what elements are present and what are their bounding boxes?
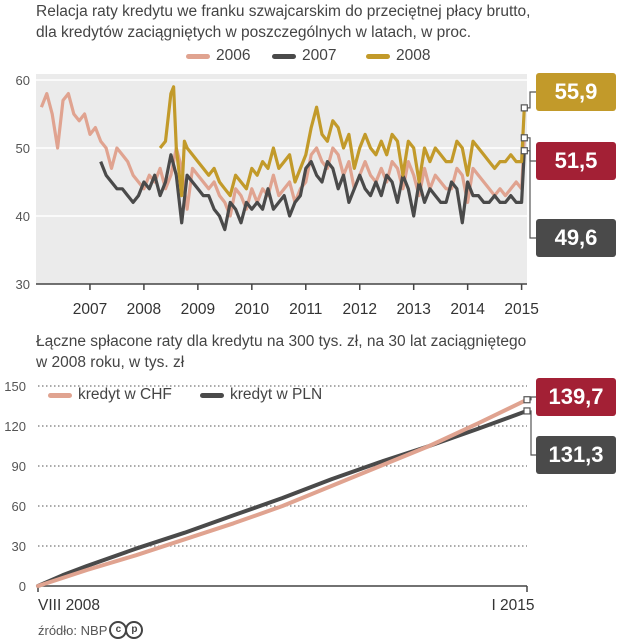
legend-label-2006: 2006 xyxy=(216,47,251,64)
legend-item-2006: 2006 xyxy=(186,47,250,65)
legend-swatch-chf xyxy=(48,392,72,398)
end-label-2007: 49,6 xyxy=(536,219,616,257)
end-label-connector xyxy=(527,410,536,456)
legend-label-chf: kredyt w CHF xyxy=(78,386,172,403)
end-label-2008: 55,9 xyxy=(536,73,616,111)
chart2-title: Łączne spłacone raty dla kredytu na 300 … xyxy=(36,333,527,371)
end-point-marker xyxy=(520,147,528,155)
chart2-xtick-label: VIII 2008 xyxy=(38,597,100,614)
series-line-kredyt-w-PLN xyxy=(36,408,529,588)
end-label-2006: 51,5 xyxy=(536,142,616,180)
legend-item-2007: 2007 xyxy=(272,47,336,65)
end-point-marker xyxy=(520,134,528,142)
chart2-ytick-label: 60 xyxy=(12,499,26,514)
legend-label-pln: kredyt w PLN xyxy=(230,386,323,403)
series-line-2007 xyxy=(99,150,526,232)
chart2-ytick-label: 150 xyxy=(4,379,26,394)
chart1-plot-bg xyxy=(36,74,527,284)
chart1-xtick-label: 2009 xyxy=(181,301,215,318)
end-label-connector xyxy=(527,396,536,401)
legend-item-pln: kredyt w PLN xyxy=(200,386,322,404)
chart1-xtick-label: 2012 xyxy=(342,301,376,318)
chart2-ytick-label: 120 xyxy=(4,419,26,434)
series-line-kredyt-w-CHF xyxy=(36,397,529,588)
license-icon: c p xyxy=(109,621,144,639)
chart2-ytick-label: 30 xyxy=(12,539,26,554)
legend-item-chf: kredyt w CHF xyxy=(48,386,172,404)
end-point-marker xyxy=(520,104,528,112)
legend-swatch-2008 xyxy=(366,53,390,59)
series-line-2008 xyxy=(158,85,526,198)
chart1-ytick-label: 60 xyxy=(16,73,30,88)
end-point-marker xyxy=(523,407,531,415)
chart1-ytick-label: 40 xyxy=(16,209,30,224)
chart2-xtick-label: I 2015 xyxy=(491,597,534,614)
legend-swatch-pln xyxy=(200,392,224,398)
chart2-ytick-label: 90 xyxy=(12,459,26,474)
chart1-xtick-label: 2015 xyxy=(504,301,538,318)
legend-swatch-2007 xyxy=(272,53,296,59)
chart1-xtick-label: 2010 xyxy=(235,301,270,318)
chart1-xtick-label: 2014 xyxy=(450,301,485,318)
legend-label-2008: 2008 xyxy=(396,47,431,64)
source-label: źródło: NBP xyxy=(38,622,108,638)
chart1-title: Relacja raty kredytu we franku szwajcars… xyxy=(36,3,531,41)
chart1-xtick-label: 2013 xyxy=(396,301,430,318)
end-point-marker xyxy=(523,396,531,404)
chart2-ytick-label: 0 xyxy=(19,579,26,594)
chart1-svg: 60 50 40 30 2007 2008 2009 2010 2011 2012 2013 201… xyxy=(16,73,539,318)
series-line-2006 xyxy=(39,91,526,218)
end-label-chf: 139,7 xyxy=(536,378,616,416)
chart1-xtick-label: 2008 xyxy=(127,301,161,318)
end-label-pln: 131,3 xyxy=(536,436,616,474)
chart1-xtick-label: 2007 xyxy=(73,301,107,318)
chart1-ytick-label: 50 xyxy=(16,141,30,156)
legend-swatch-2006 xyxy=(186,53,210,59)
chart1-ytick-label: 30 xyxy=(16,277,30,292)
chart1-xtick-label: 2011 xyxy=(289,301,322,318)
source-note: źródło: NBP c p xyxy=(38,621,144,639)
license-p: p xyxy=(125,621,144,639)
legend-item-2008: 2008 xyxy=(366,47,430,65)
legend-label-2007: 2007 xyxy=(302,47,337,64)
